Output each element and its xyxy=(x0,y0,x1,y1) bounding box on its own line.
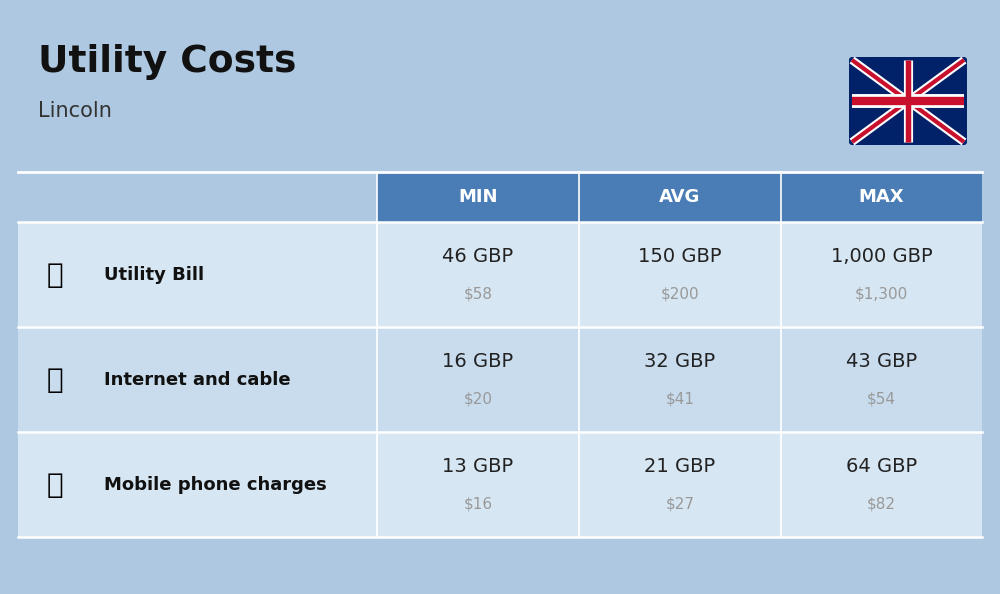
Text: 1,000 GBP: 1,000 GBP xyxy=(831,247,932,266)
FancyBboxPatch shape xyxy=(377,172,579,222)
FancyBboxPatch shape xyxy=(92,327,377,432)
Text: 150 GBP: 150 GBP xyxy=(638,247,722,266)
Text: 43 GBP: 43 GBP xyxy=(846,352,917,371)
Text: $16: $16 xyxy=(463,496,493,511)
Text: $20: $20 xyxy=(464,391,492,406)
FancyBboxPatch shape xyxy=(579,222,781,327)
FancyBboxPatch shape xyxy=(579,172,781,222)
Text: $27: $27 xyxy=(666,496,694,511)
Text: 13 GBP: 13 GBP xyxy=(442,457,514,476)
Text: 📶: 📶 xyxy=(47,365,63,393)
FancyBboxPatch shape xyxy=(849,57,967,145)
FancyBboxPatch shape xyxy=(18,222,92,327)
Text: Utility Bill: Utility Bill xyxy=(104,266,204,283)
Text: 21 GBP: 21 GBP xyxy=(644,457,716,476)
FancyBboxPatch shape xyxy=(781,432,982,537)
Text: Internet and cable: Internet and cable xyxy=(104,371,291,388)
FancyBboxPatch shape xyxy=(781,327,982,432)
Text: 16 GBP: 16 GBP xyxy=(442,352,514,371)
Text: Utility Costs: Utility Costs xyxy=(38,44,296,80)
Text: MIN: MIN xyxy=(458,188,498,206)
Text: MAX: MAX xyxy=(859,188,904,206)
FancyBboxPatch shape xyxy=(92,222,377,327)
FancyBboxPatch shape xyxy=(18,327,92,432)
FancyBboxPatch shape xyxy=(377,327,579,432)
FancyBboxPatch shape xyxy=(579,432,781,537)
Text: Mobile phone charges: Mobile phone charges xyxy=(104,476,327,494)
FancyBboxPatch shape xyxy=(92,432,377,537)
Text: 64 GBP: 64 GBP xyxy=(846,457,917,476)
Text: $82: $82 xyxy=(867,496,896,511)
FancyBboxPatch shape xyxy=(781,222,982,327)
Text: 📱: 📱 xyxy=(47,470,63,498)
FancyBboxPatch shape xyxy=(781,172,982,222)
Text: $200: $200 xyxy=(661,286,699,301)
FancyBboxPatch shape xyxy=(18,172,92,222)
Text: $1,300: $1,300 xyxy=(855,286,908,301)
FancyBboxPatch shape xyxy=(377,222,579,327)
FancyBboxPatch shape xyxy=(377,432,579,537)
Text: $54: $54 xyxy=(867,391,896,406)
Text: AVG: AVG xyxy=(659,188,701,206)
Text: $41: $41 xyxy=(666,391,694,406)
Text: 🔧: 🔧 xyxy=(47,261,63,289)
Text: 46 GBP: 46 GBP xyxy=(442,247,514,266)
FancyBboxPatch shape xyxy=(92,172,377,222)
FancyBboxPatch shape xyxy=(579,327,781,432)
FancyBboxPatch shape xyxy=(18,432,92,537)
Text: 32 GBP: 32 GBP xyxy=(644,352,716,371)
Text: Lincoln: Lincoln xyxy=(38,101,112,121)
Text: $58: $58 xyxy=(464,286,492,301)
